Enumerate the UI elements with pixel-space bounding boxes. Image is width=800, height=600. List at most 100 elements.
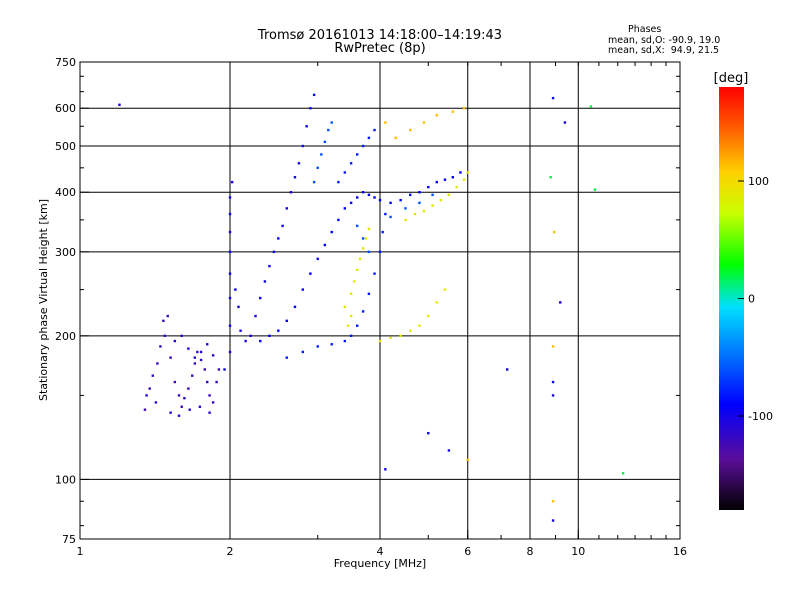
data-point <box>309 272 312 275</box>
data-point <box>439 198 443 202</box>
data-point <box>427 314 430 318</box>
data-point <box>162 319 165 323</box>
data-point <box>422 209 426 213</box>
data-point <box>589 105 593 108</box>
data-point <box>399 334 402 338</box>
data-point <box>431 193 434 197</box>
data-point <box>394 136 397 140</box>
data-point <box>349 314 353 318</box>
data-point <box>551 380 555 384</box>
data-point <box>263 280 267 283</box>
data-point <box>355 268 359 272</box>
data-point <box>409 128 412 132</box>
data-point <box>399 198 402 202</box>
data-point <box>163 334 167 338</box>
data-point <box>151 374 155 377</box>
x-tick-label: 4 <box>377 545 384 558</box>
data-point <box>343 171 347 174</box>
data-point <box>447 449 451 452</box>
data-point <box>361 247 365 250</box>
data-point <box>193 362 197 365</box>
data-point <box>551 500 555 503</box>
data-point <box>367 136 371 140</box>
data-point <box>180 334 183 338</box>
data-point <box>352 280 356 283</box>
data-point <box>349 334 353 338</box>
data-point <box>305 125 308 128</box>
data-point <box>199 358 203 362</box>
data-point <box>349 162 353 165</box>
data-point <box>455 185 458 189</box>
data-point <box>312 93 316 97</box>
y-tick-label: 200 <box>55 330 76 343</box>
data-point <box>337 218 340 222</box>
data-point <box>180 405 183 408</box>
data-point <box>259 339 262 343</box>
data-point <box>208 394 211 397</box>
data-point <box>237 305 240 309</box>
data-point <box>505 368 509 371</box>
data-point <box>285 207 288 210</box>
data-point <box>281 224 284 228</box>
colorbar-tick-label: 0 <box>748 293 755 306</box>
data-point <box>268 264 271 268</box>
x-tick-label: 6 <box>464 545 471 558</box>
data-point <box>378 250 382 254</box>
data-point <box>563 121 567 124</box>
data-point <box>346 324 350 327</box>
data-point <box>228 212 232 216</box>
data-point <box>228 272 232 275</box>
data-point <box>277 329 280 332</box>
data-point <box>381 230 384 234</box>
y-tick-label: 750 <box>55 56 76 69</box>
data-point <box>549 176 552 179</box>
data-point <box>259 296 262 300</box>
phase-info-o: mean, sd,O: -90.9, 19.0 <box>608 35 721 46</box>
data-point <box>349 201 353 205</box>
data-point <box>301 288 305 291</box>
y-tick-label: 300 <box>55 246 76 259</box>
phase-info-x: mean, sd,X: 94.9, 21.5 <box>608 45 720 56</box>
data-point <box>459 171 462 174</box>
data-point <box>193 356 197 359</box>
data-point <box>367 227 371 231</box>
x-axis-label: Frequency [MHz] <box>334 557 426 570</box>
y-tick-label: 600 <box>55 102 76 115</box>
data-point <box>234 288 237 291</box>
chart-title: Tromsø 20161013 14:18:00–14:19:43 <box>257 28 503 43</box>
data-point <box>277 237 280 240</box>
x-tick-label: 8 <box>527 545 534 558</box>
data-point <box>361 237 365 240</box>
data-point <box>272 250 276 254</box>
data-point <box>443 288 447 291</box>
data-point <box>378 198 382 202</box>
data-point <box>173 339 177 343</box>
data-point <box>559 301 562 304</box>
grid-lines <box>80 62 680 539</box>
data-point <box>230 180 234 184</box>
data-point <box>435 180 438 184</box>
data-point <box>447 193 451 197</box>
data-point <box>330 121 333 124</box>
data-point <box>159 345 162 348</box>
colorbar-ticks: 100 0 -100 <box>738 175 773 423</box>
data-point <box>211 354 215 357</box>
data-point <box>343 207 347 210</box>
data-point <box>389 215 392 219</box>
data-point <box>156 362 159 365</box>
data-point <box>316 257 319 261</box>
colorbar-tick-label: 100 <box>748 175 769 188</box>
data-point <box>330 230 333 234</box>
data-point <box>205 380 209 384</box>
x-tick-label: 16 <box>673 545 687 558</box>
data-point <box>355 196 359 199</box>
data-point <box>367 193 371 197</box>
data-point <box>466 458 469 461</box>
data-point <box>364 237 368 240</box>
data-point <box>145 394 148 397</box>
data-point <box>431 204 434 207</box>
colorbar-label: [deg] <box>714 71 749 86</box>
data-point <box>148 387 151 390</box>
data-point <box>208 411 211 414</box>
